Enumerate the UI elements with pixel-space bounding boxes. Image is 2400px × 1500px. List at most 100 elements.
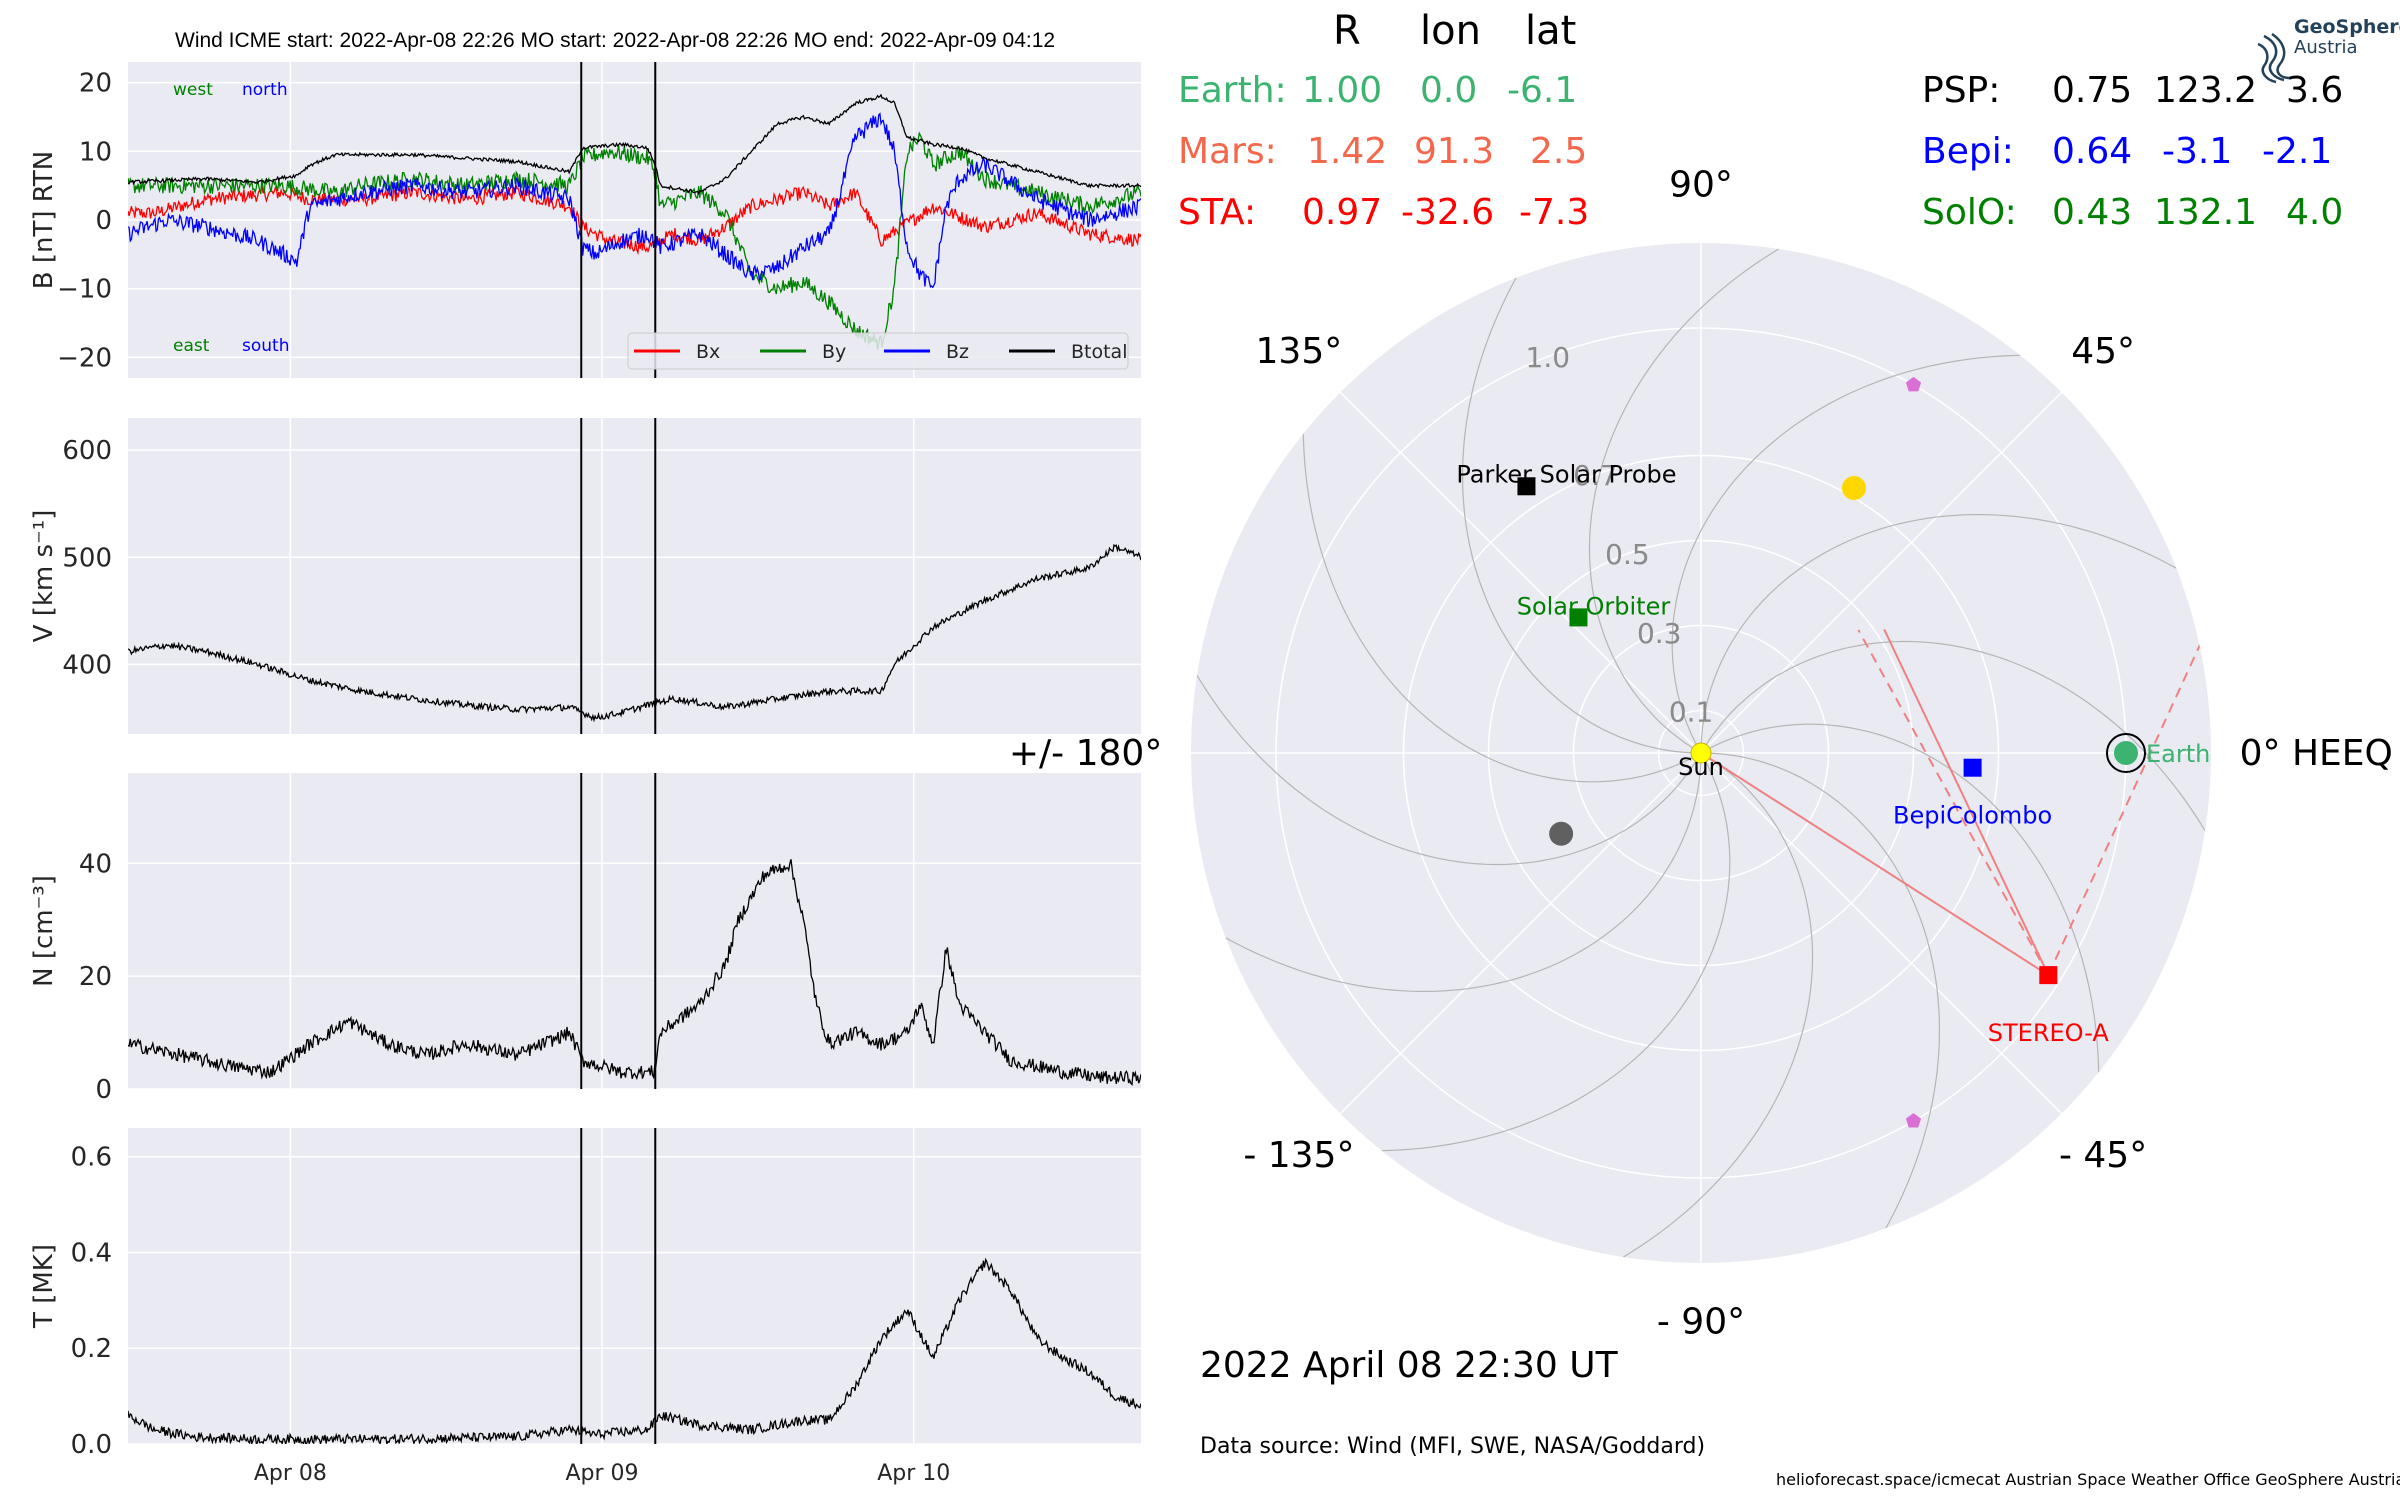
r-tick-label: 0.5	[1605, 538, 1650, 571]
geosphere-logo-icon	[2257, 32, 2291, 84]
panel-t: 0.6 0.4 0.2 0.0 Apr 08 Apr 09 Apr 10 T [MK]	[29, 1128, 1141, 1486]
row-bepi-r: 0.64	[2052, 131, 2133, 172]
y-tick-label: 400	[62, 650, 112, 680]
annotation-west: west	[173, 80, 213, 100]
y-axis-label: N [cm⁻³]	[29, 875, 59, 987]
logo-title: GeoSphere	[2294, 16, 2400, 38]
y-tick-label: 0.0	[71, 1430, 112, 1460]
x-tick-label: Apr 09	[566, 1461, 639, 1486]
solar-orbiter-marker	[1569, 608, 1588, 627]
polar-plot: 0.1 0.3 0.5 0.7 1.0 0° HEEQ 45° 90° 135° +/- 180°…	[1009, 164, 2393, 1342]
parker-spiral-line	[1381, 752, 1731, 1152]
row-bepi-name: Bepi:	[1922, 131, 2014, 172]
row-mars-lat: 2.5	[1530, 131, 1588, 172]
credits-label: helioforecast.space/icmecat Austrian Spa…	[1776, 1470, 2400, 1489]
sun-marker	[1690, 742, 1712, 764]
annotation-east: east	[173, 336, 210, 356]
y-axis-label: B [nT] RTN	[29, 151, 59, 290]
annotation-north: north	[242, 80, 288, 100]
row-mars-lon: 91.3	[1414, 131, 1495, 172]
panel-b: 20 10 0 −10 −20 B [nT] RTN west north east south B…	[29, 62, 1141, 378]
r-tick-label: 0.7	[1573, 459, 1618, 492]
row-earth-name: Earth:	[1178, 70, 1287, 111]
stereo-a-label: STEREO-A	[1988, 1019, 2110, 1047]
x-tick-label: Apr 08	[254, 1461, 327, 1486]
y-tick-label: −10	[57, 275, 112, 305]
series-t	[128, 1257, 1141, 1444]
row-earth-r: 1.00	[1302, 70, 1383, 111]
bepicolombo-marker	[1963, 758, 1982, 777]
y-tick-label: 0	[95, 1075, 112, 1105]
theta-label: 135°	[1256, 331, 1343, 372]
theta-gridline	[1700, 391, 2063, 754]
venus-marker	[1842, 475, 1866, 500]
parker-spiral-line	[1196, 674, 1702, 866]
theta-label: +/- 180°	[1009, 733, 1162, 774]
row-mars-r: 1.42	[1307, 131, 1388, 172]
solar-orbiter-label: Solar Orbiter	[1517, 592, 1671, 620]
y-tick-label: 0.6	[71, 1143, 112, 1173]
mercury-marker	[1549, 821, 1574, 846]
series-bz	[128, 112, 1141, 289]
earth-marker	[2114, 741, 2138, 765]
legend-label-by: By	[822, 341, 846, 363]
parker-spiral-line	[1588, 248, 1780, 754]
series-by	[128, 131, 1141, 350]
row-bepi-lon: -3.1	[2162, 131, 2233, 172]
table-header-r: R	[1333, 8, 1361, 54]
x-tick-label: Apr 10	[877, 1461, 950, 1486]
plot-area	[128, 773, 1141, 1089]
y-tick-label: 600	[62, 436, 112, 466]
earth-label: Earth	[2146, 740, 2210, 768]
y-tick-label: 20	[79, 962, 112, 992]
earth-ring	[2106, 733, 2146, 773]
l4-marker	[1905, 1113, 1922, 1128]
row-sta-lon: -32.6	[1401, 192, 1495, 233]
parker-solar-probe-marker	[1517, 477, 1536, 496]
legend-label-bz: Bz	[946, 341, 969, 363]
y-axis-label: V [km s⁻¹]	[29, 510, 59, 643]
row-sta-lat: -7.3	[1519, 192, 1590, 233]
series-v	[128, 543, 1141, 723]
theta-gridline	[1700, 752, 2063, 1115]
data-source-label: Data source: Wind (MFI, SWE, NASA/Goddar…	[1200, 1434, 1706, 1459]
row-sta-name: STA:	[1178, 192, 1257, 233]
y-axis-label: T [MK]	[29, 1244, 59, 1329]
row-psp-lat: 3.6	[2286, 70, 2344, 111]
row-mars-name: Mars:	[1178, 131, 1277, 172]
table-header-lon: lon	[1420, 8, 1481, 54]
parker-spiral-line	[1462, 277, 1702, 754]
r-tick-label: 1.0	[1526, 341, 1571, 374]
legend-box	[627, 332, 1129, 370]
row-solo-lat: 4.0	[2286, 192, 2344, 233]
row-psp-r: 0.75	[2052, 70, 2133, 111]
series-btotal	[128, 93, 1141, 195]
stereo-fov-line	[1857, 629, 2050, 976]
table-header-lat: lat	[1525, 8, 1577, 54]
l5-marker	[1905, 376, 1922, 392]
stereo-fov-line	[1883, 628, 2050, 976]
y-tick-label: 20	[79, 69, 112, 99]
theta-label: 0° HEEQ	[2240, 733, 2393, 774]
parker-solar-probe-label: Parker Solar Probe	[1456, 460, 1676, 488]
y-tick-label: 40	[79, 849, 112, 879]
parker-spiral-line	[1700, 640, 2206, 832]
parker-spiral-line	[1700, 723, 2100, 1073]
series-n	[128, 859, 1141, 1086]
logo-subtitle: Austria	[2294, 37, 2358, 58]
bepicolombo-label: BepiColombo	[1893, 802, 2052, 830]
row-solo-name: SolO:	[1922, 192, 2017, 233]
y-tick-label: −20	[57, 343, 112, 373]
row-psp-name: PSP:	[1922, 70, 2001, 111]
theta-label: - 90°	[1657, 1302, 1745, 1343]
date-label: 2022 April 08 22:30 UT	[1200, 1345, 1618, 1386]
y-tick-label: 0.2	[71, 1334, 112, 1364]
theta-gridline	[1339, 752, 1702, 1115]
parker-spiral-line	[1225, 752, 1702, 992]
panel-n: 40 20 0 N [cm⁻³]	[29, 773, 1141, 1105]
legend-label-bx: Bx	[696, 341, 720, 363]
sun-label: Sun	[1678, 753, 1724, 781]
row-earth-lon: 0.0	[1420, 70, 1478, 111]
